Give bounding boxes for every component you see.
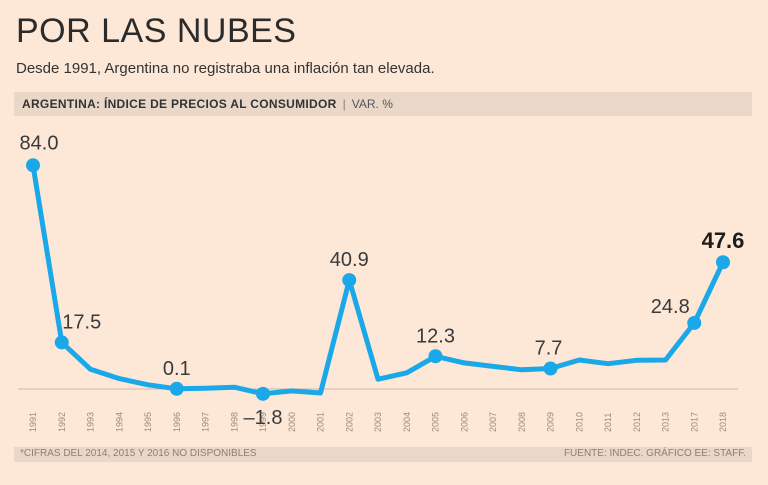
x-tick-label: 2011 (603, 413, 613, 432)
data-point-label: 47.6 (702, 228, 745, 253)
data-point-label: 24.8 (651, 296, 690, 318)
x-tick-label: 2003 (373, 412, 383, 432)
data-point-marker (256, 386, 270, 401)
header-separator: | (342, 97, 346, 111)
data-point-marker (26, 158, 40, 173)
x-tick-label: 2010 (574, 412, 584, 432)
data-point-marker (342, 273, 357, 288)
data-point-label: 12.3 (416, 325, 455, 347)
chart-title: ARGENTINA: ÍNDICE DE PRECIOS AL CONSUMID… (22, 97, 337, 111)
page-title: POR LAS NUBES (16, 12, 297, 50)
footnote: *CIFRAS DEL 2014, 2015 Y 2016 NO DISPONI… (20, 448, 257, 459)
x-tick-label: 2004 (402, 412, 412, 432)
x-tick-label: 2001 (316, 412, 326, 432)
source-credit: FUENTE: INDEC. GRÁFICO EE: STAFF. (563, 448, 746, 459)
x-tick-label: 1993 (86, 412, 96, 432)
page-subtitle: Desde 1991, Argentina no registraba una … (16, 60, 435, 77)
x-tick-label: 2017 (689, 412, 699, 432)
data-point-marker (169, 381, 184, 396)
data-point-label: 84.0 (20, 132, 59, 154)
x-tick-label: 2008 (517, 412, 527, 432)
chart-unit: VAR. % (351, 97, 393, 111)
data-point-marker (54, 335, 69, 350)
data-point-label: –1.8 (244, 407, 283, 429)
data-point-marker (716, 255, 730, 270)
footer-band: *CIFRAS DEL 2014, 2015 Y 2016 NO DISPONI… (14, 447, 752, 462)
x-tick-label: 1996 (172, 412, 182, 432)
series-line (30, 162, 726, 397)
x-tick-label: 2009 (546, 412, 556, 432)
x-tick-label: 2012 (632, 412, 642, 432)
x-tick-label: 1992 (57, 412, 67, 432)
x-tick-label: 1994 (114, 412, 124, 432)
x-tick-label: 2002 (344, 412, 354, 432)
x-tick-label: 2006 (459, 412, 469, 432)
data-point-marker (687, 315, 702, 330)
data-point-label: 7.7 (535, 338, 563, 360)
chart-header-band: ARGENTINA: ÍNDICE DE PRECIOS AL CONSUMID… (14, 92, 752, 116)
x-tick-label: 2005 (431, 412, 441, 432)
x-tick-label: 1991 (28, 412, 38, 432)
x-tick-label: 2007 (488, 412, 498, 432)
x-tick-label: 1998 (229, 412, 239, 432)
x-tick-label: 1995 (143, 412, 153, 432)
data-point-label: 0.1 (163, 358, 191, 380)
x-tick-label: 1999 (258, 412, 268, 432)
x-tick-label: 2013 (661, 412, 671, 432)
x-tick-label: 1997 (201, 412, 211, 432)
x-tick-label: 2000 (287, 412, 297, 432)
data-point-marker (428, 349, 443, 364)
data-point-label: 17.5 (62, 311, 101, 333)
data-point-marker (543, 361, 558, 376)
data-point-label: 40.9 (330, 249, 369, 271)
x-tick-label: 2018 (718, 412, 728, 432)
